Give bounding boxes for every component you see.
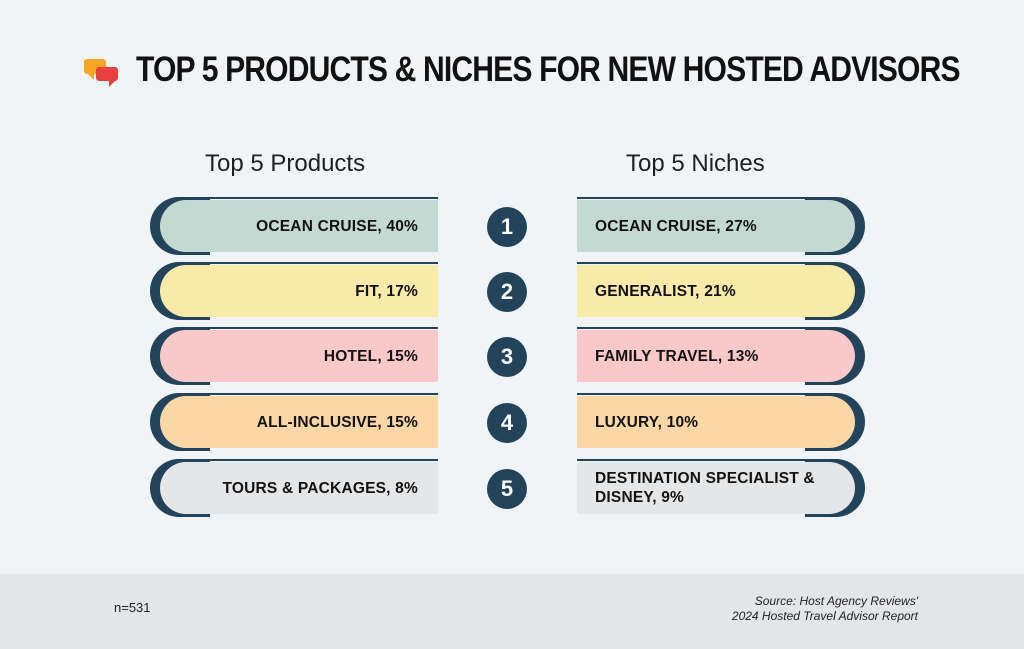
- product-pill: FIT, 17%: [150, 262, 438, 320]
- product-label: TOURS & PACKAGES, 8%: [222, 479, 418, 497]
- product-label: OCEAN CRUISE, 40%: [256, 217, 418, 235]
- niche-label: GENERALIST, 21%: [595, 282, 736, 300]
- rank-badge: 2: [487, 272, 527, 312]
- sample-size: n=531: [114, 600, 151, 615]
- product-label: FIT, 17%: [355, 282, 418, 300]
- niche-label: LUXURY, 10%: [595, 413, 699, 431]
- ranking-row: HOTEL, 15% 3 FAMILY TRAVEL, 13%: [0, 327, 1024, 387]
- rank-badge: 4: [487, 403, 527, 443]
- niche-pill: OCEAN CRUISE, 27%: [577, 197, 865, 255]
- ranking-row: OCEAN CRUISE, 40% 1 OCEAN CRUISE, 27%: [0, 197, 1024, 257]
- title-row: TOP 5 PRODUCTS & NICHES FOR NEW HOSTED A…: [84, 50, 1024, 90]
- product-label: HOTEL, 15%: [323, 347, 418, 365]
- ranking-row: ALL-INCLUSIVE, 15% 4 LUXURY, 10%: [0, 393, 1024, 453]
- source-line-1: Source: Host Agency Reviews': [754, 594, 918, 608]
- source-line-2: 2024 Hosted Travel Advisor Report: [731, 609, 918, 623]
- rank-badge: 5: [487, 469, 527, 509]
- source-citation: Source: Host Agency Reviews' 2024 Hosted…: [732, 594, 918, 624]
- niche-pill: LUXURY, 10%: [577, 393, 865, 451]
- ranking-row: TOURS & PACKAGES, 8% 5 DESTINATION SPECI…: [0, 459, 1024, 519]
- rank-badge: 3: [487, 337, 527, 377]
- niche-pill: GENERALIST, 21%: [577, 262, 865, 320]
- product-pill: ALL-INCLUSIVE, 15%: [150, 393, 438, 451]
- product-pill: TOURS & PACKAGES, 8%: [150, 459, 438, 517]
- niche-label: DESTINATION SPECIALIST & DISNEY, 9%: [595, 470, 815, 506]
- page-title: TOP 5 PRODUCTS & NICHES FOR NEW HOSTED A…: [136, 50, 961, 89]
- niche-label: OCEAN CRUISE, 27%: [595, 217, 757, 235]
- rank-badge: 1: [487, 207, 527, 247]
- niches-header: Top 5 Niches: [626, 150, 765, 177]
- products-header: Top 5 Products: [205, 150, 366, 177]
- chat-bubbles-icon: [84, 55, 122, 87]
- product-pill: HOTEL, 15%: [150, 327, 438, 385]
- niche-label: FAMILY TRAVEL, 13%: [595, 347, 759, 365]
- product-label: ALL-INCLUSIVE, 15%: [256, 413, 418, 431]
- niche-pill: DESTINATION SPECIALIST & DISNEY, 9%: [577, 459, 865, 517]
- footer: n=531 Source: Host Agency Reviews' 2024 …: [0, 574, 1024, 649]
- ranking-row: FIT, 17% 2 GENERALIST, 21%: [0, 262, 1024, 322]
- product-pill: OCEAN CRUISE, 40%: [150, 197, 438, 255]
- niche-pill: FAMILY TRAVEL, 13%: [577, 327, 865, 385]
